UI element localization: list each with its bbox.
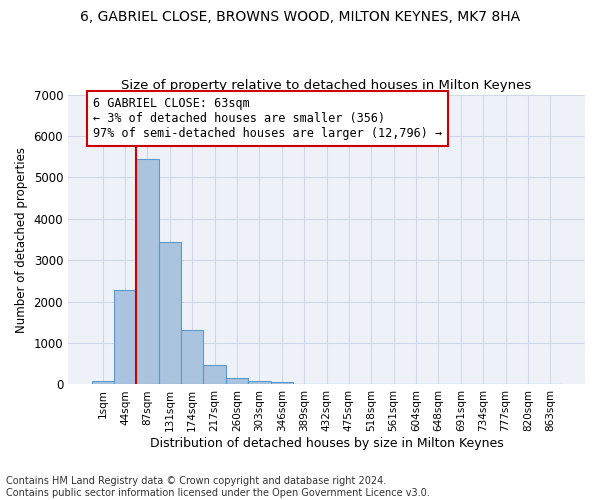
Bar <box>226 378 248 384</box>
Y-axis label: Number of detached properties: Number of detached properties <box>15 146 28 332</box>
Text: 6, GABRIEL CLOSE, BROWNS WOOD, MILTON KEYNES, MK7 8HA: 6, GABRIEL CLOSE, BROWNS WOOD, MILTON KE… <box>80 10 520 24</box>
Bar <box>271 382 293 384</box>
Bar <box>181 330 203 384</box>
Text: Contains HM Land Registry data © Crown copyright and database right 2024.
Contai: Contains HM Land Registry data © Crown c… <box>6 476 430 498</box>
Bar <box>92 381 114 384</box>
Bar <box>248 380 271 384</box>
Bar <box>158 242 181 384</box>
Bar <box>114 290 136 384</box>
Text: 6 GABRIEL CLOSE: 63sqm
← 3% of detached houses are smaller (356)
97% of semi-det: 6 GABRIEL CLOSE: 63sqm ← 3% of detached … <box>92 96 442 140</box>
X-axis label: Distribution of detached houses by size in Milton Keynes: Distribution of detached houses by size … <box>149 437 503 450</box>
Title: Size of property relative to detached houses in Milton Keynes: Size of property relative to detached ho… <box>121 79 532 92</box>
Bar <box>136 158 158 384</box>
Bar <box>203 365 226 384</box>
